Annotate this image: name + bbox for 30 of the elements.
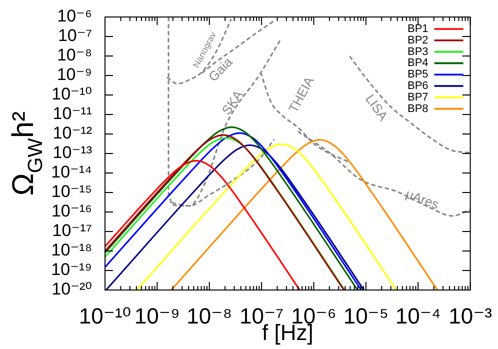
legend-label: BP7: [408, 91, 428, 104]
x-tick-label: 10⁻⁴: [395, 303, 441, 328]
y-tick-label: 10⁻¹⁶: [51, 202, 92, 221]
y-tick-label: 10⁻¹⁴: [51, 162, 92, 182]
y-tick-label: 10⁻¹⁵: [51, 182, 92, 202]
y-tick-label: 10⁻⁸: [56, 46, 92, 65]
y-tick-label: 10⁻¹⁰: [52, 84, 92, 104]
legend-label: BP2: [408, 34, 428, 46]
y-tick-label: 10⁻⁷: [58, 26, 92, 46]
x-tick-label: 10⁻³: [448, 303, 492, 328]
x-tick-label: 10⁻⁵: [343, 303, 389, 328]
y-tick-label: 10⁻¹⁷: [52, 221, 92, 240]
y-tick-label: 10⁻¹⁹: [51, 260, 92, 280]
legend-label: BP1: [408, 23, 428, 36]
y-tick-label: 10⁻²⁰: [52, 280, 92, 299]
y-tick-label: 10⁻¹⁸: [51, 240, 92, 260]
y-tick-label: 10⁻⁶: [57, 6, 92, 26]
legend-label: BP3: [408, 46, 428, 58]
y-tick-label: 10⁻¹¹: [52, 104, 92, 124]
y-axis-title: ΩGWh²: [7, 111, 47, 196]
legend-label: BP5: [408, 68, 428, 81]
legend-label: BP8: [408, 102, 428, 115]
y-tick-label: 10⁻¹²: [52, 124, 92, 143]
x-tick-label: 10⁻⁸: [186, 303, 232, 328]
legend-label: BP4: [408, 57, 428, 70]
y-tick-label: 10⁻⁹: [56, 65, 92, 84]
x-tick-label: 10⁻⁹: [134, 303, 180, 328]
legend-label: BP6: [408, 80, 428, 92]
y-tick-label: 10⁻¹³: [52, 143, 92, 162]
x-tick-label: 10⁻¹⁰: [78, 303, 132, 328]
